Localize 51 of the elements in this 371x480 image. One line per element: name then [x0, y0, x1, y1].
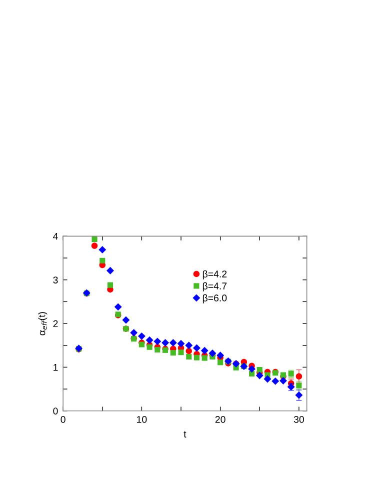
y-tick-label: 3 — [53, 276, 58, 284]
point — [154, 346, 160, 353]
x-tick-label: 10 — [137, 416, 147, 423]
point — [162, 339, 170, 346]
legend-label: β=4.7 — [202, 282, 227, 292]
y-tick-label: 4 — [53, 232, 58, 240]
point — [146, 336, 154, 344]
point — [122, 316, 130, 324]
y-tick-label: 2 — [53, 320, 58, 328]
point — [248, 365, 256, 373]
x-axis-title: t — [184, 431, 186, 438]
point — [138, 332, 146, 340]
point — [256, 367, 262, 373]
point — [218, 360, 224, 366]
point — [130, 328, 138, 336]
point — [106, 266, 114, 274]
point — [264, 375, 272, 383]
point — [146, 344, 152, 350]
legend-label: β=4.2 — [202, 270, 227, 280]
point — [194, 354, 200, 360]
point — [193, 344, 200, 352]
point — [279, 377, 287, 384]
point — [249, 370, 255, 377]
point — [200, 346, 208, 354]
y-tick-label: 1 — [54, 364, 58, 371]
point — [154, 338, 162, 346]
point — [91, 242, 98, 249]
point — [186, 354, 192, 360]
point — [185, 342, 193, 350]
x-tick-label: 20 — [215, 416, 226, 423]
point — [178, 350, 184, 356]
point — [100, 258, 106, 264]
x-tick-label: 0 — [60, 416, 66, 423]
point — [98, 246, 106, 254]
point — [256, 372, 264, 380]
legend-label: β=6.0 — [202, 294, 227, 304]
point — [272, 377, 280, 385]
point — [170, 350, 176, 356]
x-tick-label: 30 — [294, 416, 304, 423]
point — [169, 339, 177, 346]
point — [92, 236, 98, 242]
point — [296, 373, 302, 380]
y-tick-label: 0 — [53, 408, 58, 414]
point — [177, 340, 185, 348]
point — [202, 355, 208, 361]
point — [186, 348, 192, 354]
point — [216, 352, 224, 360]
point — [114, 303, 122, 311]
point — [107, 282, 114, 288]
y-axis-title: α$_{eff}$(t) — [38, 312, 48, 336]
point — [208, 349, 216, 357]
